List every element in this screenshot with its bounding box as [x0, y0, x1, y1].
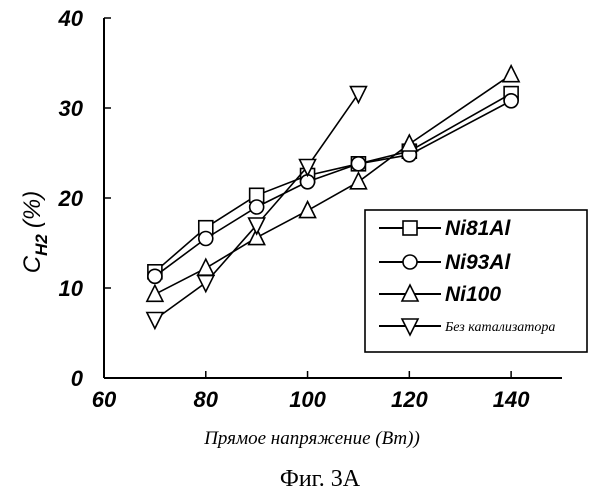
- y-tick-label: 10: [59, 276, 84, 301]
- figure-caption: Фиг. 3А: [280, 466, 361, 492]
- data-point-triangle-up: [198, 259, 214, 275]
- data-point-circle: [504, 94, 518, 108]
- data-point-triangle-down: [350, 87, 366, 103]
- y-tick-label: 40: [58, 6, 84, 31]
- legend-marker-square: [403, 221, 417, 235]
- data-point-triangle-up: [147, 285, 163, 301]
- legend-marker-circle: [403, 255, 417, 269]
- x-axis-label: Прямое напряжение (Вт)): [203, 428, 420, 449]
- data-point-triangle-up: [503, 66, 519, 82]
- legend-label-square: Ni81Al: [445, 217, 512, 240]
- x-tick-labels: 60 80 100 120 140: [92, 387, 530, 412]
- x-tick-label: 140: [493, 387, 530, 412]
- data-point-triangle-down: [198, 276, 214, 292]
- svg-text:CH2(%): CH2 (%): [19, 191, 51, 273]
- data-point-circle: [250, 200, 264, 214]
- y-axis-label-subscript: H2: [32, 234, 51, 256]
- x-tick-label: 100: [289, 387, 326, 412]
- legend-label-triangle-up: Ni100: [445, 283, 501, 306]
- y-tick-label: 0: [71, 366, 84, 391]
- legend: Ni81Al Ni93Al Ni100 Без катализатора: [365, 210, 587, 352]
- data-point-circle: [351, 157, 365, 171]
- data-point-triangle-up: [300, 202, 316, 218]
- data-point-triangle-down: [147, 313, 163, 329]
- legend-label-triangle-down: Без катализатора: [444, 320, 555, 335]
- data-point-circle: [148, 269, 162, 283]
- y-axis-label: CH2 (%): [19, 191, 51, 273]
- data-point-circle: [199, 232, 213, 246]
- x-tick-label: 120: [391, 387, 428, 412]
- y-axis-label-main: C: [19, 255, 46, 273]
- x-tick-label: 80: [194, 387, 219, 412]
- y-tick-labels: 0 10 20 30 40: [58, 6, 84, 391]
- y-axis-label-unit: (%): [19, 191, 46, 228]
- x-tick-label: 60: [92, 387, 117, 412]
- data-point-triangle-up: [350, 173, 366, 189]
- data-point-triangle-up: [401, 135, 417, 151]
- y-tick-label: 30: [59, 96, 84, 121]
- y-tick-label: 20: [58, 186, 84, 211]
- legend-label-circle: Ni93Al: [445, 251, 512, 274]
